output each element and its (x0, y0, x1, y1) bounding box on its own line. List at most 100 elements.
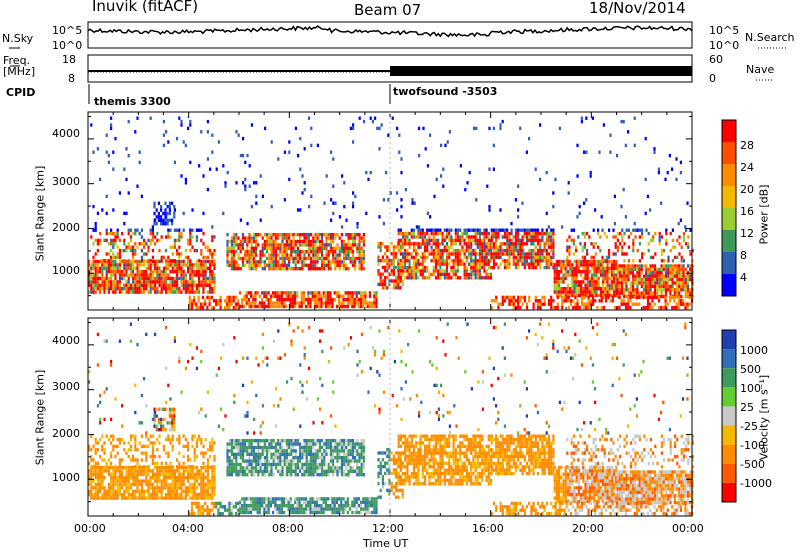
heatmap-cell (162, 407, 165, 411)
heatmap-cell (303, 250, 306, 254)
heatmap-cell (243, 304, 246, 309)
heatmap-cell (532, 235, 535, 239)
heatmap-cell (656, 288, 659, 292)
heatmap-cell (226, 445, 229, 450)
heatmap-cell (338, 256, 341, 261)
heatmap-cell (307, 267, 310, 271)
heatmap-cell (375, 298, 378, 302)
heatmap-cell (332, 157, 335, 161)
heatmap-cell (158, 489, 161, 493)
heatmap-cell (92, 150, 95, 154)
heatmap-cell (506, 228, 509, 232)
heatmap-cell (456, 276, 460, 280)
heatmap-cell (638, 291, 641, 295)
heatmap-cell (657, 170, 660, 175)
heatmap-cell (665, 238, 668, 243)
heatmap-cell (269, 298, 272, 302)
heatmap-cell (470, 242, 473, 246)
heatmap-cell (264, 126, 267, 131)
heatmap-cell (132, 493, 135, 497)
heatmap-cell (553, 280, 556, 284)
heatmap-cell (92, 273, 95, 277)
heatmap-cell (399, 252, 402, 256)
heatmap-cell (118, 461, 121, 466)
heatmap-cell (675, 305, 678, 310)
heatmap-cell (211, 287, 214, 291)
heatmap-cell (644, 136, 647, 141)
heatmap-cell (465, 269, 468, 273)
heatmap-cell (206, 479, 209, 483)
heatmap-cell (550, 242, 553, 246)
heatmap-cell (268, 243, 271, 247)
heatmap-cell (329, 260, 332, 264)
heatmap-cell (312, 260, 315, 264)
heatmap-cell (254, 294, 257, 298)
heatmap-cell (475, 126, 478, 131)
heatmap-cell (536, 238, 540, 243)
heatmap-cell (656, 277, 659, 282)
heatmap-cell (689, 252, 692, 256)
heatmap-cell (291, 298, 294, 302)
heatmap-cell (241, 469, 244, 473)
heatmap-cell (478, 255, 482, 260)
heatmap-cell (560, 290, 563, 294)
heatmap-cell (107, 231, 110, 236)
heatmap-cell (237, 462, 240, 467)
heatmap-cell (280, 301, 283, 305)
heatmap-cell (189, 276, 192, 281)
heatmap-cell (180, 476, 183, 480)
heatmap-cell (483, 252, 486, 256)
heatmap-cell (487, 259, 490, 263)
heatmap-cell (248, 459, 251, 463)
heatmap-cell (375, 291, 378, 295)
heatmap-cell (255, 439, 258, 443)
heatmap-cell (621, 235, 624, 239)
heatmap-cell (114, 280, 117, 284)
heatmap-cell (440, 143, 443, 148)
heatmap-cell (171, 424, 174, 428)
heatmap-cell (182, 140, 185, 144)
heatmap-cell (94, 270, 97, 274)
heatmap-cell (340, 304, 343, 309)
heatmap-cell (147, 469, 150, 473)
heatmap-cell (660, 252, 663, 256)
heatmap-cell (545, 255, 548, 260)
nsky-label: N.Sky (2, 32, 34, 45)
heatmap-cell (397, 238, 400, 243)
heatmap-cell (364, 294, 367, 298)
heatmap-cell (675, 284, 679, 289)
heatmap-cell (558, 280, 561, 284)
heatmap-cell (270, 256, 273, 261)
heatmap-cell (202, 283, 205, 287)
heatmap-cell (187, 283, 190, 287)
heatmap-cell (618, 271, 621, 275)
heatmap-cell (329, 250, 332, 254)
heatmap-cell (562, 273, 565, 277)
heatmap-cell (445, 231, 449, 236)
heatmap-cell (621, 252, 624, 256)
heatmap-cell (593, 270, 596, 274)
heatmap-cell (167, 465, 170, 469)
heatmap-cell (625, 274, 628, 278)
heatmap-cell (392, 282, 395, 287)
heatmap-cell (134, 479, 137, 483)
heatmap-cell (532, 252, 535, 256)
heatmap-cell (167, 283, 170, 287)
heatmap-cell (151, 469, 154, 473)
heatmap-cell (519, 259, 522, 263)
heatmap-cell (397, 231, 400, 236)
heatmap-cell (123, 238, 126, 243)
heatmap-cell (302, 294, 305, 298)
heatmap-cell (151, 225, 154, 229)
heatmap-cell (340, 263, 343, 267)
heatmap-cell (640, 284, 643, 289)
heatmap-cell (649, 274, 652, 278)
heatmap-cell (270, 250, 273, 254)
heatmap-cell (257, 473, 260, 477)
heatmap-cell (586, 283, 589, 287)
heatmap-cell (129, 496, 132, 500)
heatmap-cell (268, 267, 271, 271)
heatmap-cell (618, 288, 621, 292)
heatmap-cell (439, 255, 442, 260)
heatmap-cell (138, 280, 141, 284)
